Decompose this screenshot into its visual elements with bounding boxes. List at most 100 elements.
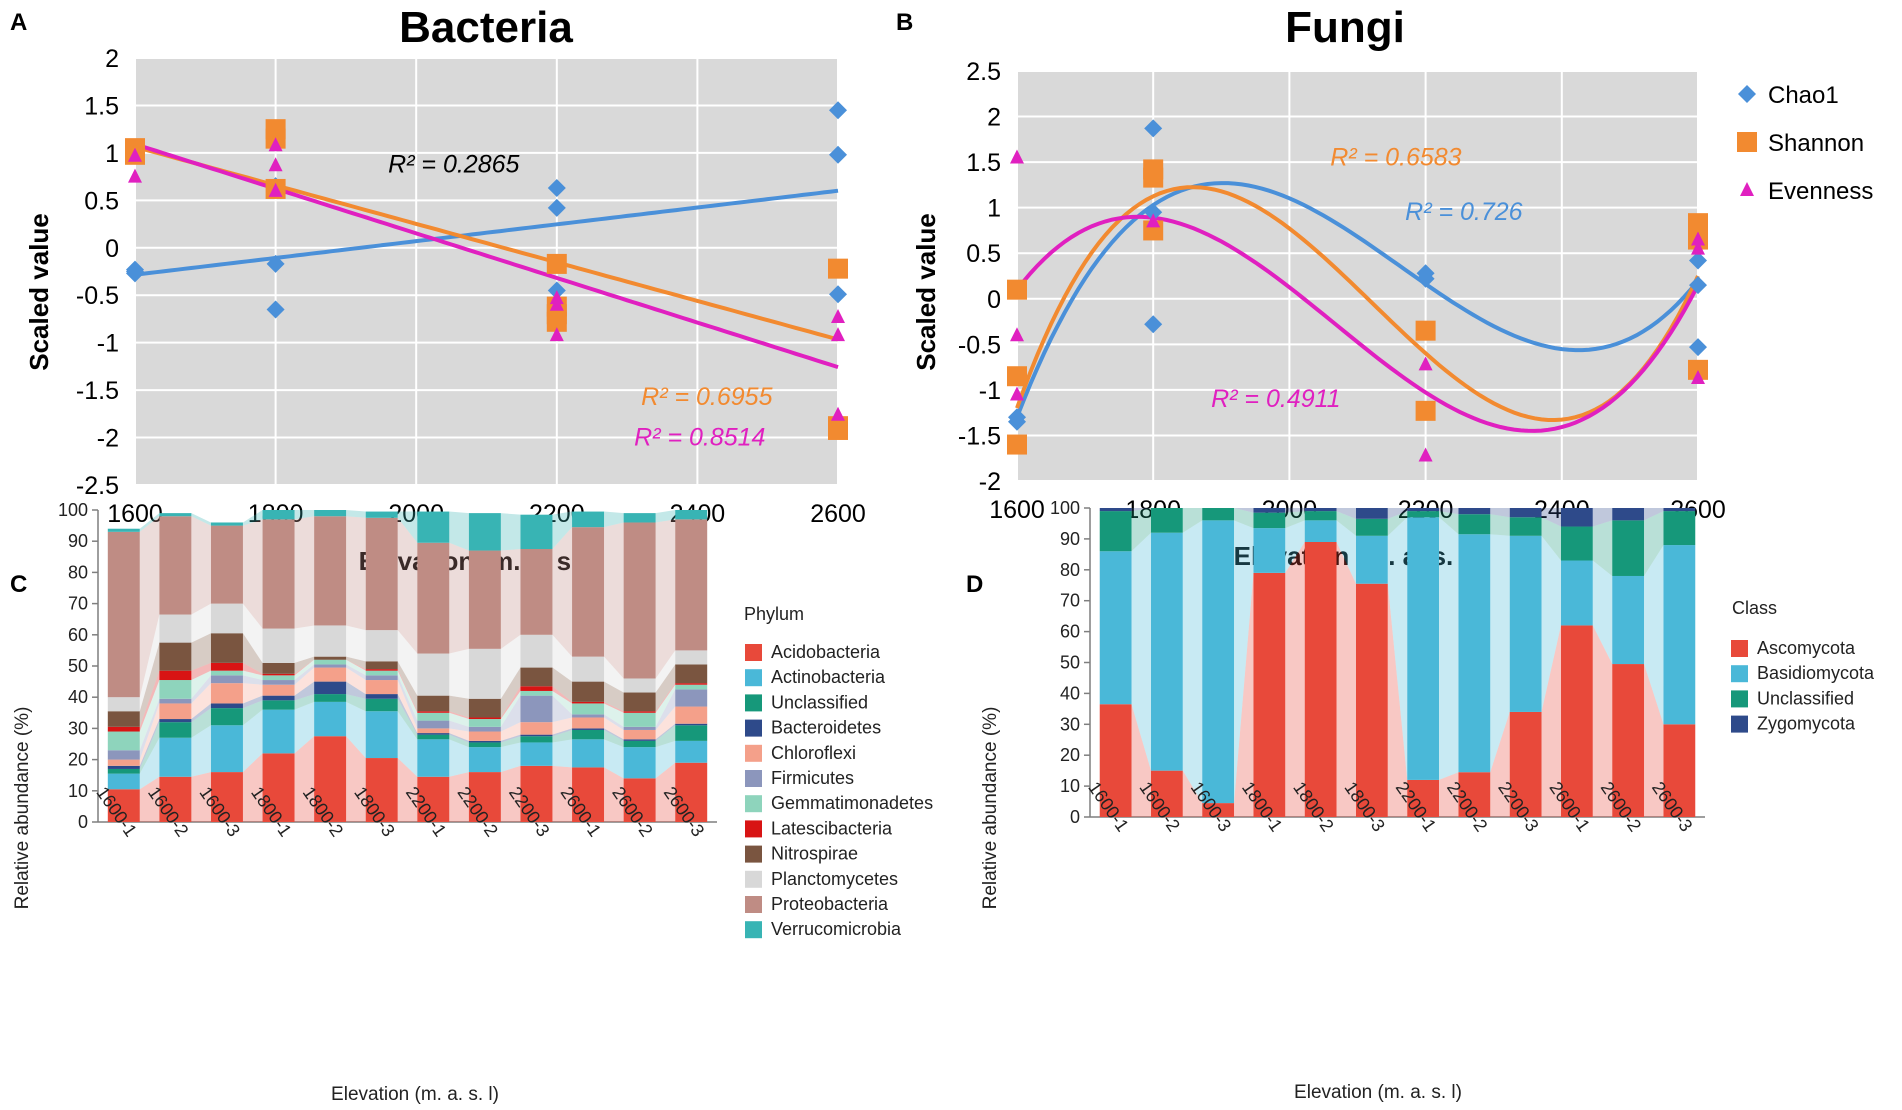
legend-label-bacteroidetes: Bacteroidetes [771, 718, 881, 738]
bar-segment-chloroflexi [262, 684, 295, 696]
legend-title-c: Phylum [744, 604, 804, 624]
bar-segment-nitrospirae [675, 664, 708, 684]
connector-bacteroidetes [604, 728, 624, 741]
y-tick-label: 50 [1060, 653, 1080, 673]
y-tick-label: 0.5 [84, 187, 119, 215]
bar-segment-latescibacteria [262, 673, 295, 676]
legend-swatch-unclassified [1731, 690, 1748, 708]
connector-unclassified [552, 729, 573, 743]
bar-segment-firmicutes [572, 714, 605, 718]
connector-latescibacteria [294, 659, 315, 676]
point-chao1 [1144, 203, 1163, 222]
bar-segment-actinobacteria [623, 747, 656, 779]
point-evenness [1691, 370, 1705, 385]
bar-segment-proteobacteria [210, 525, 243, 604]
x-tick-label: 1600 [107, 500, 163, 528]
point-chao1 [547, 178, 566, 197]
bar-segment-firmicutes [107, 750, 140, 760]
bar-segment-unclassified [1663, 511, 1696, 546]
bar-segment-actinobacteria [107, 773, 140, 790]
y-tick-label: 20 [68, 750, 88, 770]
connector-nitrospirae [655, 664, 676, 712]
connector-zygomycota [1387, 508, 1408, 519]
connector-ascomycota [1592, 625, 1613, 817]
y-tick-label: 10 [1060, 776, 1080, 796]
connector-gemmatimonadetes [397, 670, 418, 721]
bar-segment-zygomycota [1355, 508, 1388, 519]
connector-proteobacteria [655, 519, 676, 679]
bar-segment-basidiomycota [1150, 532, 1183, 771]
bar-segment-bacteroidetes [159, 719, 192, 723]
connector-bacteroidetes [242, 695, 263, 709]
connector-basidiomycota [1234, 520, 1254, 804]
point-chao1 [1008, 408, 1026, 427]
connector-acidobacteria [655, 762, 676, 822]
trendline-shannon [134, 144, 839, 342]
bar-segment-latescibacteria [520, 686, 553, 691]
point-chao1 [1689, 276, 1707, 295]
legend-label-evenness: Evenness [1768, 178, 1873, 205]
connector-latescibacteria [191, 662, 211, 681]
point-shannon [1007, 434, 1027, 455]
point-evenness [268, 137, 283, 152]
connector-basidiomycota [1490, 534, 1510, 773]
plot-background [135, 58, 838, 485]
bar-segment-unclassified [1150, 508, 1183, 533]
point-evenness [1010, 386, 1024, 401]
connector-unclassified [1439, 511, 1459, 535]
point-evenness [268, 182, 283, 197]
bar-segment-nitrospirae [107, 711, 140, 727]
legend-label-shannon: Shannon [1768, 130, 1864, 157]
bar-segment-ascomycota [1509, 711, 1542, 817]
connector-zygomycota [1490, 508, 1510, 518]
legend-label-chloroflexi: Chloroflexi [771, 743, 856, 763]
connector-verrucomicrobia [346, 510, 366, 518]
legend-label-unclassified: Unclassified [771, 692, 868, 712]
connector-actinobacteria [500, 742, 521, 773]
connector-acidobacteria [191, 772, 211, 822]
bar-segment-gemmatimonadetes [468, 719, 501, 727]
connector-firmicutes [449, 720, 469, 732]
bar-segment-ascomycota [1355, 583, 1388, 817]
point-shannon [1415, 400, 1436, 421]
point-chao1 [829, 145, 847, 164]
y-axis-label-d: Relative abundance (%) [980, 707, 1001, 910]
connector-unclassified [1336, 511, 1356, 536]
bar-segment-unclassified [1202, 508, 1235, 521]
connector-basidiomycota [1644, 545, 1664, 725]
bar-segment-gemmatimonadetes [262, 675, 295, 681]
bar-segment-basidiomycota [1407, 517, 1440, 780]
bar-segment-bacteroidetes [314, 681, 347, 695]
bar-segment-unclassified [1355, 518, 1388, 536]
bar-segment-gemmatimonadetes [572, 703, 605, 715]
bar-segment-verrucomicrobia [572, 511, 605, 528]
bar-segment-latescibacteria [159, 670, 192, 681]
bar-segment-proteobacteria [572, 527, 605, 657]
bar-segment-zygomycota [1304, 508, 1337, 512]
connector-ascomycota [1285, 541, 1305, 817]
bar-segment-gemmatimonadetes [520, 690, 553, 696]
bar-segment-basidiomycota [1612, 575, 1645, 665]
y-tick-label: 2.5 [966, 58, 1001, 86]
bar-segment-planctomycetes [417, 653, 450, 696]
bar-segment-actinobacteria [417, 739, 450, 777]
connector-bacteroidetes [294, 681, 315, 701]
legend-swatch-unclassified [745, 694, 762, 712]
connector-verrucomicrobia [397, 511, 418, 543]
bar-segment-acidobacteria [675, 762, 708, 822]
connector-actinobacteria [294, 701, 315, 754]
bar-segment-unclassified [675, 725, 708, 741]
bar-segment-acidobacteria [417, 776, 450, 822]
y-tick-label: 80 [1060, 560, 1080, 580]
panel-a-scatter: A Bacteria -2.5 -2 -1.5 -1 -0.5 0 0.5 1 1.5 2 1600… [10, 3, 866, 576]
connector-gemmatimonadetes [655, 684, 676, 727]
bar-segment-verrucomicrobia [520, 514, 553, 549]
bar-segment-nitrospirae [314, 656, 347, 660]
connector-planctomycetes [346, 625, 366, 662]
y-tick-label: 70 [68, 594, 88, 614]
bar-segment-verrucomicrobia [107, 528, 140, 532]
y-tick-label: 0 [1070, 807, 1080, 827]
